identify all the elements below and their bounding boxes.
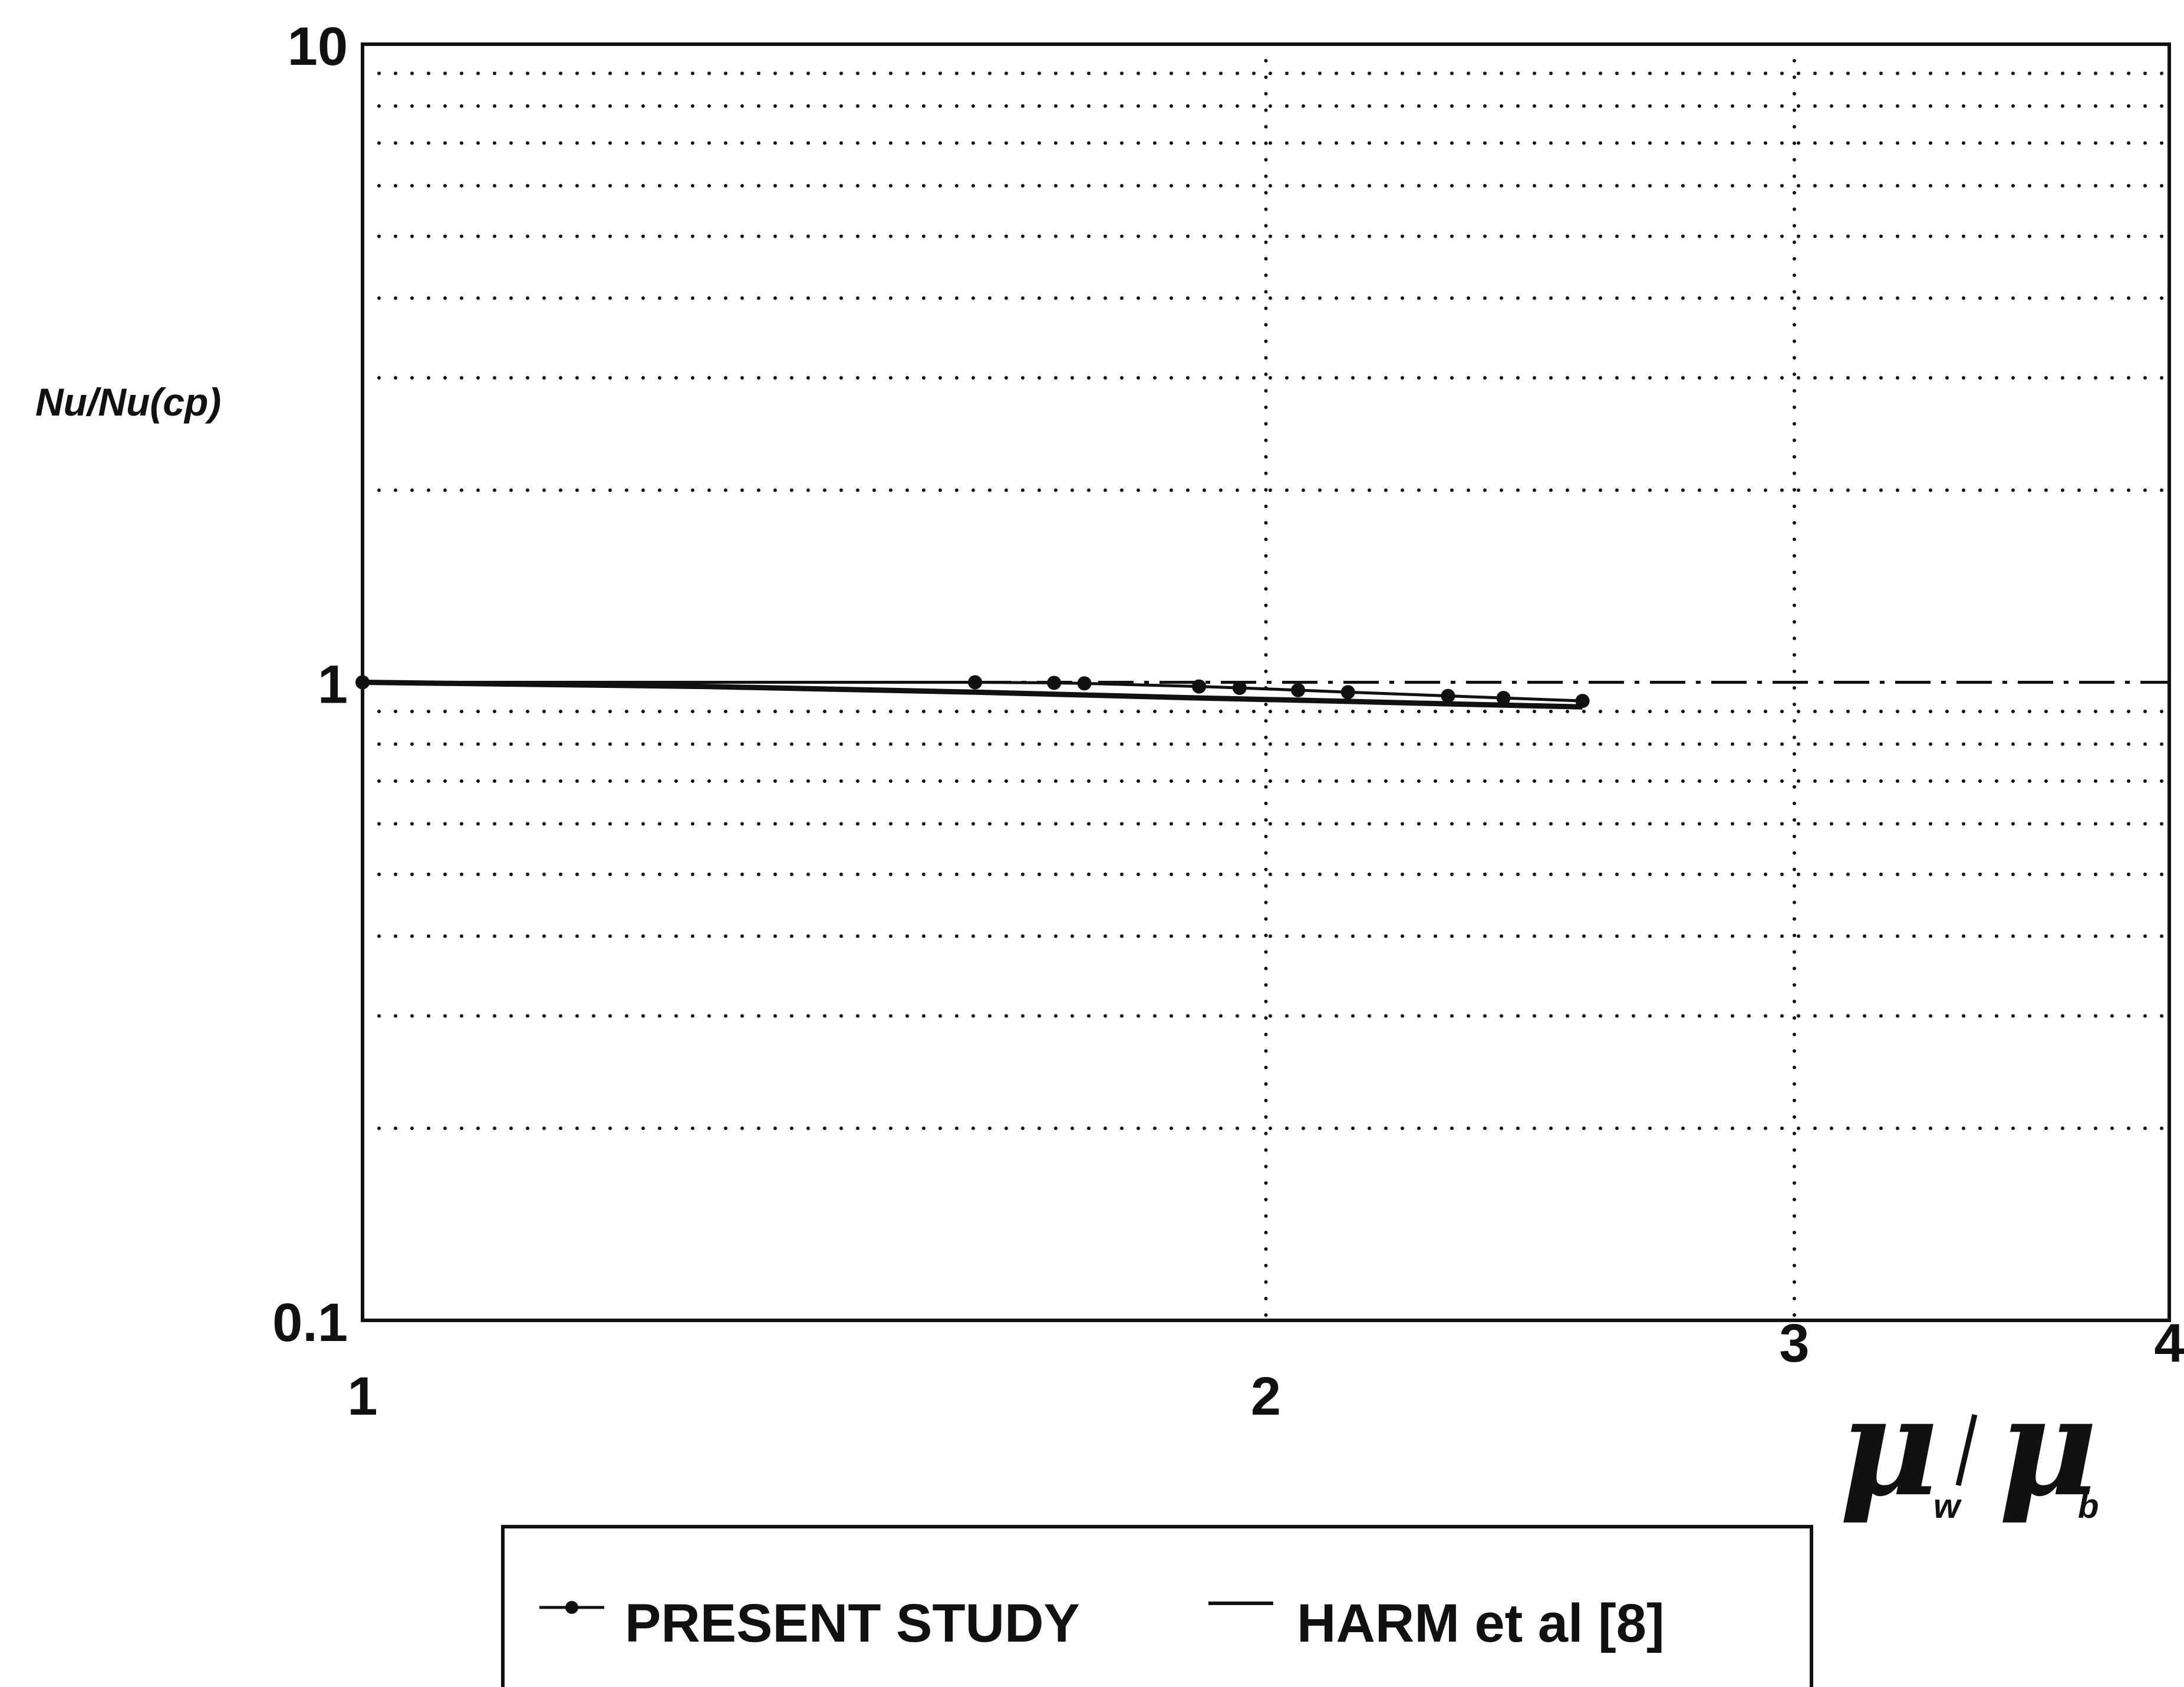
x-axis-label-slash (1955, 1413, 1978, 1487)
x-tick-label: 3 (1779, 1313, 1809, 1373)
data-point-present-study (1291, 683, 1306, 697)
x-tick-label: 2 (1251, 1366, 1281, 1426)
ticks-layer: 1 2 3 4 0.1 1 10 (272, 17, 2184, 1426)
data-point-present-study (1441, 688, 1455, 703)
series-line-harm (362, 680, 1583, 710)
data-point-present-study (1232, 680, 1247, 695)
legend-label-harm: HARM et al [8] (1297, 1593, 1665, 1653)
y-axis-label: Nu/Nu(cp) (35, 380, 221, 424)
legend-box (501, 1525, 1813, 1687)
y-tick-label: 0.1 (272, 1293, 348, 1353)
legend-marker-present-study (565, 1601, 578, 1614)
data-point-present-study (1192, 679, 1207, 694)
x-axis-label-sub-b: b (2078, 1487, 2099, 1525)
x-axis-label: μ w μ b (1839, 1368, 2099, 1527)
data-point-present-study (1047, 676, 1062, 690)
x-axis-label-sub-w: w (1933, 1487, 1962, 1525)
x-axis-label-mu-w: μ (1839, 1368, 1938, 1527)
data-point-present-study (1340, 685, 1355, 700)
x-tick-label: 1 (347, 1366, 377, 1426)
series-layer (355, 675, 1590, 710)
data-point-present-study (1077, 676, 1092, 691)
x-axis-label-mu-b: μ (1998, 1368, 2097, 1527)
y-tick-label: 1 (318, 655, 348, 715)
data-point-present-study (1575, 694, 1590, 709)
data-point-present-study (355, 675, 370, 690)
y-tick-label: 10 (288, 17, 348, 77)
data-point-present-study (968, 675, 983, 690)
x-tick-label: 4 (2154, 1313, 2184, 1373)
legend: PRESENT STUDY HARM et al [8] (501, 1525, 1813, 1687)
data-point-present-study (1496, 691, 1511, 706)
legend-label-present-study: PRESENT STUDY (625, 1593, 1080, 1653)
